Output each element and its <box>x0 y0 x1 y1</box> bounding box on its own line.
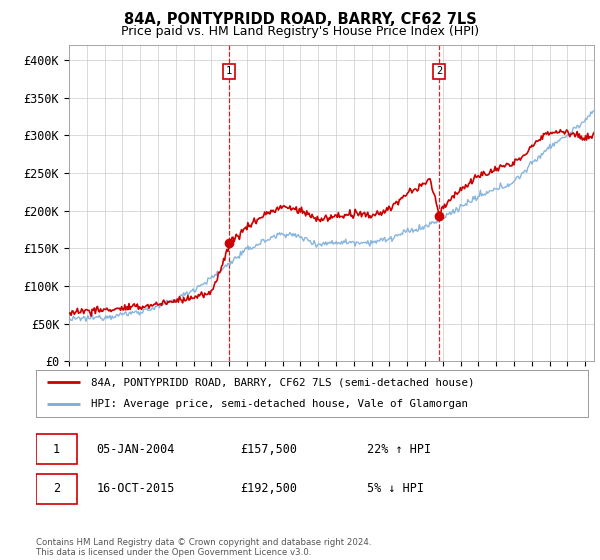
Text: HPI: Average price, semi-detached house, Vale of Glamorgan: HPI: Average price, semi-detached house,… <box>91 399 468 409</box>
Text: 05-JAN-2004: 05-JAN-2004 <box>97 442 175 455</box>
Text: 22% ↑ HPI: 22% ↑ HPI <box>367 442 431 455</box>
Text: Contains HM Land Registry data © Crown copyright and database right 2024.
This d: Contains HM Land Registry data © Crown c… <box>36 538 371 557</box>
Text: £192,500: £192,500 <box>240 483 297 496</box>
Text: 1: 1 <box>53 442 60 455</box>
Text: 84A, PONTYPRIDD ROAD, BARRY, CF62 7LS (semi-detached house): 84A, PONTYPRIDD ROAD, BARRY, CF62 7LS (s… <box>91 377 475 388</box>
Text: 84A, PONTYPRIDD ROAD, BARRY, CF62 7LS: 84A, PONTYPRIDD ROAD, BARRY, CF62 7LS <box>124 12 476 27</box>
Text: £157,500: £157,500 <box>240 442 297 455</box>
Text: Price paid vs. HM Land Registry's House Price Index (HPI): Price paid vs. HM Land Registry's House … <box>121 25 479 38</box>
Text: 1: 1 <box>226 66 232 76</box>
Text: 2: 2 <box>53 483 60 496</box>
Text: 5% ↓ HPI: 5% ↓ HPI <box>367 483 424 496</box>
FancyBboxPatch shape <box>36 474 77 504</box>
Text: 16-OCT-2015: 16-OCT-2015 <box>97 483 175 496</box>
FancyBboxPatch shape <box>36 435 77 464</box>
Text: 2: 2 <box>436 66 442 76</box>
